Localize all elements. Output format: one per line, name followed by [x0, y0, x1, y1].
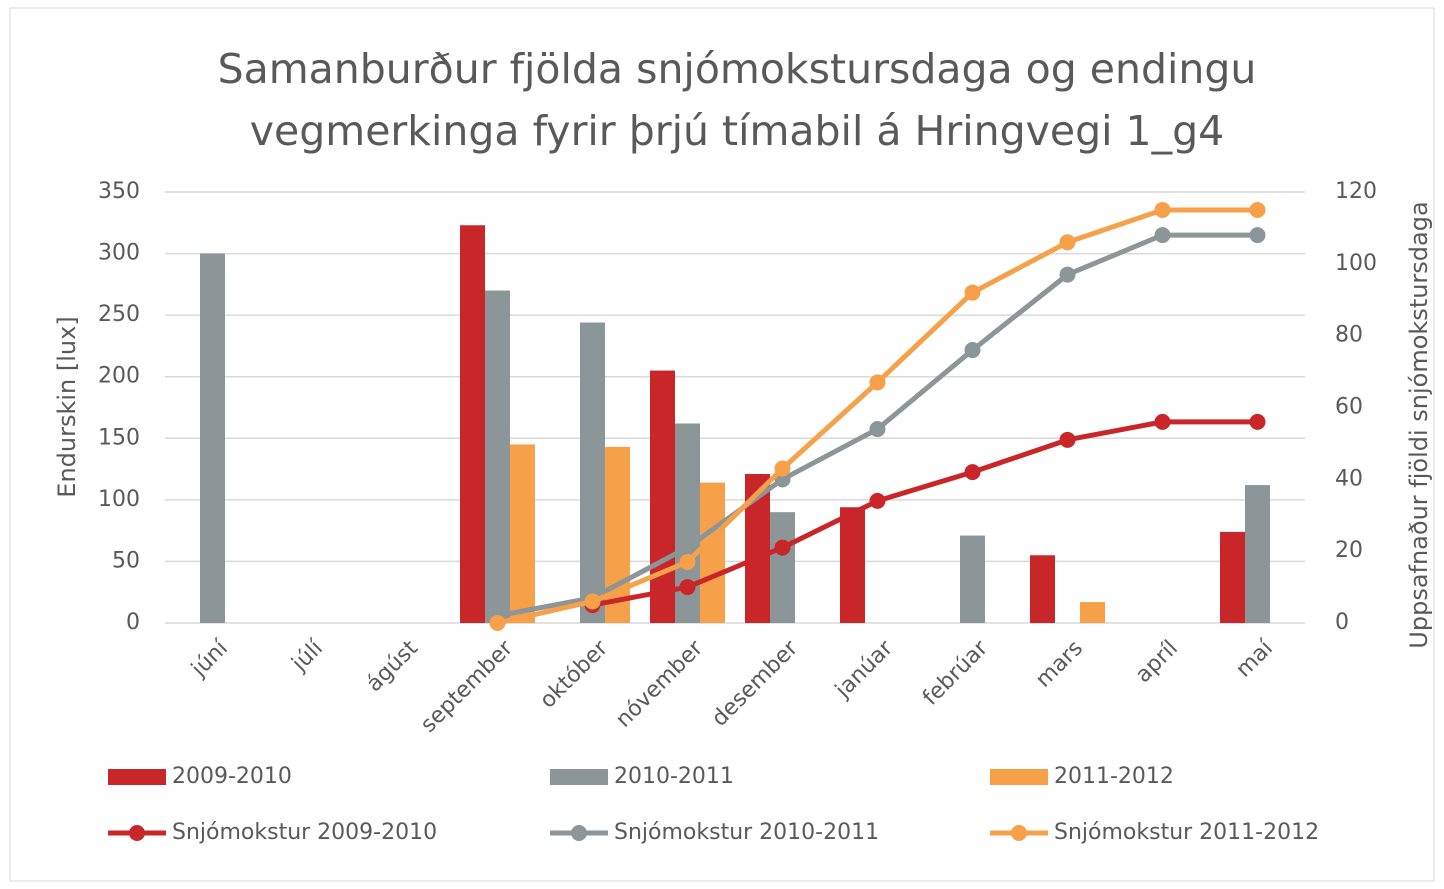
line-marker	[584, 593, 601, 610]
x-tick-label: mars	[1031, 636, 1088, 693]
line-marker	[1249, 227, 1266, 244]
y-tick-label: 100	[98, 487, 140, 512]
x-tick-label: júní	[186, 635, 233, 682]
line-marker	[869, 374, 886, 391]
legend-marker	[129, 825, 145, 841]
x-tick-label: apríl	[1131, 636, 1183, 688]
legend-label: 2011-2012	[1054, 764, 1174, 789]
line-marker	[679, 539, 696, 556]
line-marker	[1059, 234, 1076, 251]
y-tick-label: 50	[112, 548, 140, 573]
line-marker	[1154, 227, 1171, 244]
line	[592, 419, 1258, 608]
legend-label: Snjómokstur 2010-2011	[614, 820, 879, 845]
line-marker	[964, 284, 981, 301]
legend-label: 2010-2011	[614, 764, 734, 789]
legend-label: Snjómokstur 2009-2010	[172, 820, 437, 845]
legend-swatch	[108, 769, 166, 785]
legend-swatch	[990, 769, 1048, 785]
line-marker	[1059, 431, 1076, 448]
bar	[1220, 531, 1245, 623]
line-marker	[869, 421, 886, 438]
y2-tick-label: 120	[1335, 179, 1377, 204]
line-marker	[679, 579, 696, 596]
line-marker	[489, 615, 506, 631]
x-tick-label: maí	[1231, 635, 1278, 682]
line-marker	[1249, 413, 1266, 430]
x-tick-label: september	[416, 635, 519, 738]
bar	[510, 444, 535, 623]
x-tick-label: nóvember	[611, 635, 709, 733]
y2-tick-label: 40	[1335, 466, 1363, 491]
y2-tick-label: 60	[1335, 395, 1363, 420]
y2-tick-label: 80	[1335, 323, 1363, 348]
line-marker	[1059, 266, 1076, 283]
legend-marker	[1011, 825, 1027, 841]
bar	[960, 535, 985, 623]
y-tick-label: 200	[98, 364, 140, 389]
bar	[770, 512, 795, 623]
bar	[1080, 602, 1105, 623]
x-tick-label: október	[535, 635, 613, 713]
x-tick-label: janúar	[830, 635, 899, 704]
legend-label: 2009-2010	[172, 764, 292, 789]
bar	[1030, 555, 1055, 623]
legend-marker	[571, 825, 587, 841]
legend-swatch	[550, 769, 608, 785]
line-marker	[869, 492, 886, 509]
bar	[580, 322, 605, 623]
bar	[460, 225, 485, 623]
y-tick-label: 250	[98, 302, 140, 327]
y-axis-title: Endurskin [lux]	[53, 316, 81, 497]
line-marker	[774, 539, 791, 556]
line-marker	[964, 464, 981, 481]
bar	[485, 290, 510, 623]
x-tick-label: ágúst	[362, 636, 423, 697]
y2-tick-label: 0	[1335, 610, 1349, 635]
bar	[840, 507, 865, 623]
line-marker	[1154, 201, 1171, 218]
y-tick-label: 350	[98, 179, 140, 204]
x-tick-label: febrúar	[918, 635, 993, 710]
line-marker	[1249, 201, 1266, 218]
chart-border	[9, 7, 1435, 882]
line-marker	[964, 342, 981, 359]
legend-label: Snjómokstur 2011-2012	[1054, 820, 1319, 845]
y2-tick-label: 100	[1335, 251, 1377, 276]
bar	[650, 370, 675, 623]
line-marker	[774, 460, 791, 477]
y-tick-label: 0	[126, 610, 140, 635]
y-tick-label: 150	[98, 425, 140, 450]
chart-title: Samanburður fjölda snjómokstursdaga og e…	[217, 45, 1257, 155]
line-marker	[1154, 413, 1171, 430]
y-tick-label: 300	[98, 241, 140, 266]
x-tick-label: júlí	[287, 635, 329, 677]
y2-tick-label: 20	[1335, 538, 1363, 563]
bar	[200, 253, 225, 624]
bar	[700, 482, 725, 623]
bar	[1245, 485, 1270, 623]
x-tick-label: desember	[707, 635, 803, 731]
line-marker	[679, 553, 696, 570]
y2-axis-title: Uppsafnaður fjöldi snjómokstursdaga	[1405, 201, 1433, 648]
